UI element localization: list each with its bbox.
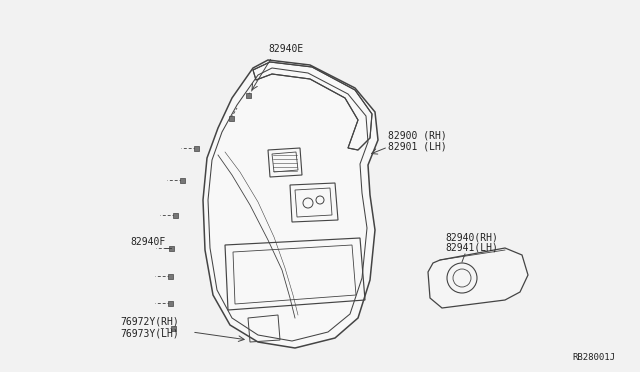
Bar xyxy=(228,115,234,121)
Polygon shape xyxy=(428,248,528,308)
Bar xyxy=(246,93,250,97)
Bar xyxy=(168,301,173,305)
Text: 76973Y(LH): 76973Y(LH) xyxy=(120,328,179,338)
Text: 82901 (LH): 82901 (LH) xyxy=(388,141,447,151)
Polygon shape xyxy=(203,60,378,348)
Text: 82941(LH): 82941(LH) xyxy=(445,242,498,252)
Text: 76972Y(RH): 76972Y(RH) xyxy=(120,317,179,327)
Text: RB28001J: RB28001J xyxy=(572,353,615,362)
Bar xyxy=(193,145,198,151)
Text: 82900 (RH): 82900 (RH) xyxy=(388,130,447,140)
Text: 82940F: 82940F xyxy=(130,237,165,247)
Bar xyxy=(168,246,173,250)
Bar xyxy=(170,326,175,330)
Bar xyxy=(173,212,177,218)
Text: 82940E: 82940E xyxy=(268,44,303,54)
Bar xyxy=(179,177,184,183)
Bar xyxy=(168,273,173,279)
Text: 82940(RH): 82940(RH) xyxy=(445,232,498,242)
